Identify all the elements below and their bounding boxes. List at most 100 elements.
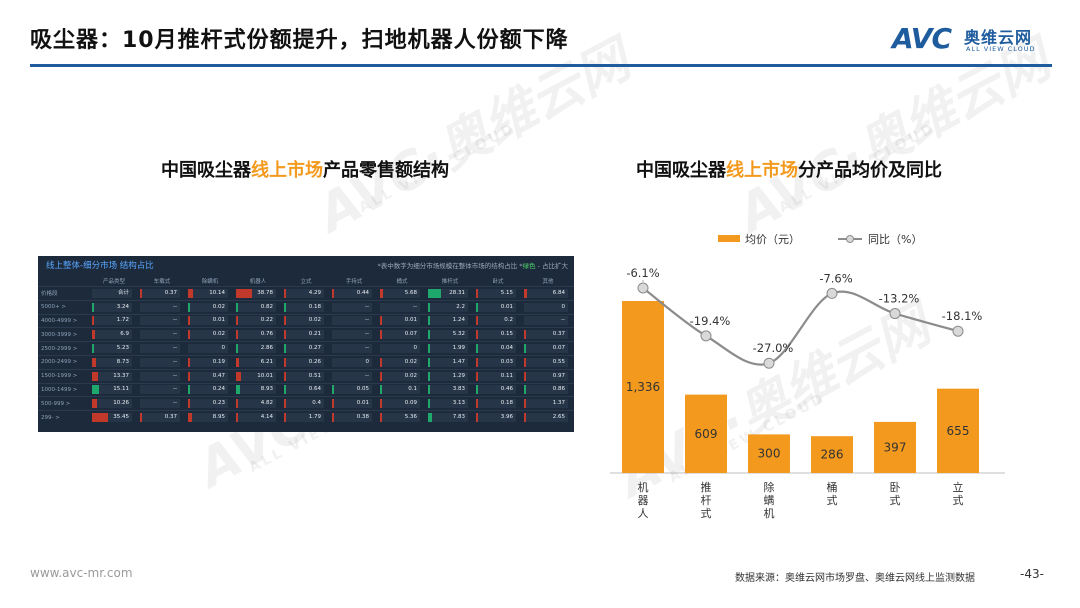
table-cell: 13.37: [90, 368, 138, 383]
table-row[interactable]: 1500-1999 > 13.37 -- 0.47 10.01 0.51 -- 0.02 1.2…: [38, 368, 574, 383]
left-section-title: 中国吸尘器线上市场产品零售额结构: [161, 156, 449, 182]
table-row[interactable]: 500-999 > 10.26 -- 0.23 4.82 0.4 0.01 0.09 3.13 0…: [38, 396, 574, 410]
table-row[interactable]: 5000+ > 3.24 -- 0.02 0.82 0.18 -- -- 2.2 0.01 0: [38, 299, 574, 314]
cell-share-bar: [428, 385, 430, 395]
cell-share-bar: [188, 330, 190, 340]
category-label-char: 卧: [890, 481, 901, 494]
cell-share-bar: [332, 413, 334, 423]
table-row[interactable]: 2500-2999 > 5.23 -- 0 2.86 0.27 -- 0 1.99 0.04 0.0…: [38, 341, 574, 355]
table-row[interactable]: 3000-3999 > 6.9 -- 0.02 0.76 0.21 -- 0.07 5.32 0.…: [38, 327, 574, 341]
table-cell: 0: [522, 299, 574, 314]
table-cell: 4.29: [282, 286, 330, 300]
cell-share-bar: [188, 371, 190, 381]
cell-share-bar: [380, 316, 382, 326]
table-cell: --: [138, 396, 186, 410]
table-cell: 5.68: [378, 286, 426, 300]
footer-url[interactable]: www.avc-mr.com: [30, 566, 133, 580]
table-cell: --: [138, 368, 186, 383]
table-cell: --: [138, 341, 186, 355]
cell-share-bar: [380, 330, 382, 340]
table-cell: 8.73: [90, 354, 138, 369]
cell-value: --: [140, 330, 180, 340]
table-cell: 0.07: [378, 327, 426, 341]
cell-share-bar: [428, 330, 431, 340]
cell-value: 5.36: [380, 413, 420, 423]
cell-text: 0.38: [356, 414, 369, 421]
cell-value: 0.02: [284, 316, 324, 326]
logo-en: ALL VIEW CLOUD: [966, 45, 1036, 53]
category-label-char: 式: [953, 494, 964, 507]
cell-text: 0.37: [164, 414, 177, 421]
table-column-header[interactable]: 手持式: [345, 279, 363, 285]
table-cell: 3.96: [474, 410, 522, 424]
bar: [811, 436, 853, 473]
cell-share-bar: [380, 399, 382, 409]
cell-text: 28.31: [449, 289, 465, 296]
table-column-header[interactable]: 产品类型: [102, 279, 125, 285]
table-row[interactable]: 4000-4999 > 1.72 -- 0.01 0.22 0.02 -- 0.01 1.24 0…: [38, 313, 574, 328]
table-cell: 1.72: [90, 313, 138, 328]
cell-text: 5.23: [116, 345, 129, 352]
cell-value: 0.18: [284, 302, 324, 312]
table-column-header[interactable]: 车载式: [153, 279, 171, 285]
cell-text: 0.46: [500, 386, 513, 393]
cell-text: 0.05: [356, 386, 369, 393]
table-cell: 15.11: [90, 382, 138, 397]
table-cell: 35.45: [90, 410, 138, 424]
table-column-header[interactable]: 桶式: [396, 279, 408, 285]
cell-share-bar: [284, 344, 286, 354]
cell-text: 0.97: [552, 372, 565, 379]
cell-share-bar: [284, 357, 286, 367]
cell-text: 1.24: [452, 317, 465, 324]
cell-share-bar: [476, 385, 478, 395]
table-cell: --: [378, 299, 426, 314]
cell-text: 0: [365, 358, 370, 365]
cell-text: --: [365, 317, 369, 324]
cell-share-bar: [524, 371, 526, 381]
table-cell: 0.37: [138, 286, 186, 300]
cell-text: --: [365, 345, 369, 352]
table-cell: 0.82: [234, 299, 282, 314]
cell-value: 0.44: [332, 288, 372, 298]
table-column-header[interactable]: [38, 276, 90, 286]
table-cell: 0.26: [282, 354, 330, 369]
table-column-header[interactable]: 卧式: [492, 279, 504, 285]
cell-text: 0: [561, 303, 566, 310]
cell-text: 0.02: [308, 317, 321, 324]
table-row[interactable]: 1000-1499 > 15.11 -- 0.24 8.93 0.64 0.05 0.1 3.8…: [38, 382, 574, 397]
title-highlight: 线上市场: [726, 160, 798, 181]
table-cell: 2.86: [234, 341, 282, 355]
cell-share-bar: [332, 399, 334, 409]
bar-value-label: 1,336: [626, 380, 660, 394]
table-cell: --: [330, 368, 378, 383]
note-text-end: - 占比扩大: [535, 262, 568, 270]
bar: [937, 388, 979, 473]
cell-share-bar: [476, 316, 478, 326]
price-segment-label: 2500-2999 >: [38, 341, 90, 355]
price-segment-label: 2000-2499 >: [38, 354, 90, 369]
table-row[interactable]: 价格段 合计 0.37 10.14 38.78 4.29 0.44 5.68 28.31 5.15…: [38, 286, 574, 300]
table-cell: 0.02: [186, 299, 234, 314]
cell-text: --: [413, 303, 417, 310]
table-row[interactable]: 299- > 35.45 0.37 8.95 4.14 1.79 0.38 5.36 7.83 3…: [38, 410, 574, 424]
table-cell: 0.01: [474, 299, 522, 314]
cell-text: 0.01: [500, 303, 513, 310]
cell-text: 3.96: [500, 414, 513, 421]
yoy-value-label: -6.1%: [626, 266, 659, 280]
table-column-header[interactable]: 立式: [300, 279, 312, 285]
bar-value-label: 609: [695, 427, 718, 441]
cell-text: 0.64: [308, 386, 321, 393]
table-column-header[interactable]: 机器人: [249, 279, 267, 285]
table-column-header[interactable]: 其他: [542, 279, 554, 285]
cell-value: 13.37: [92, 371, 132, 381]
cell-share-bar: [428, 288, 441, 298]
table-column-header[interactable]: 推杆式: [441, 279, 459, 285]
cell-share-bar: [236, 385, 241, 395]
cell-text: 0.82: [260, 303, 273, 310]
table-column-header[interactable]: 除螨机: [201, 279, 219, 285]
cell-value: 0.02: [188, 302, 228, 312]
cell-share-bar: [524, 385, 526, 395]
table-row[interactable]: 2000-2499 > 8.73 -- 0.19 6.21 0.26 0 0.02 1.47 0.…: [38, 354, 574, 369]
category-label-char: 器: [638, 494, 649, 507]
cell-text: 13.37: [113, 372, 129, 379]
